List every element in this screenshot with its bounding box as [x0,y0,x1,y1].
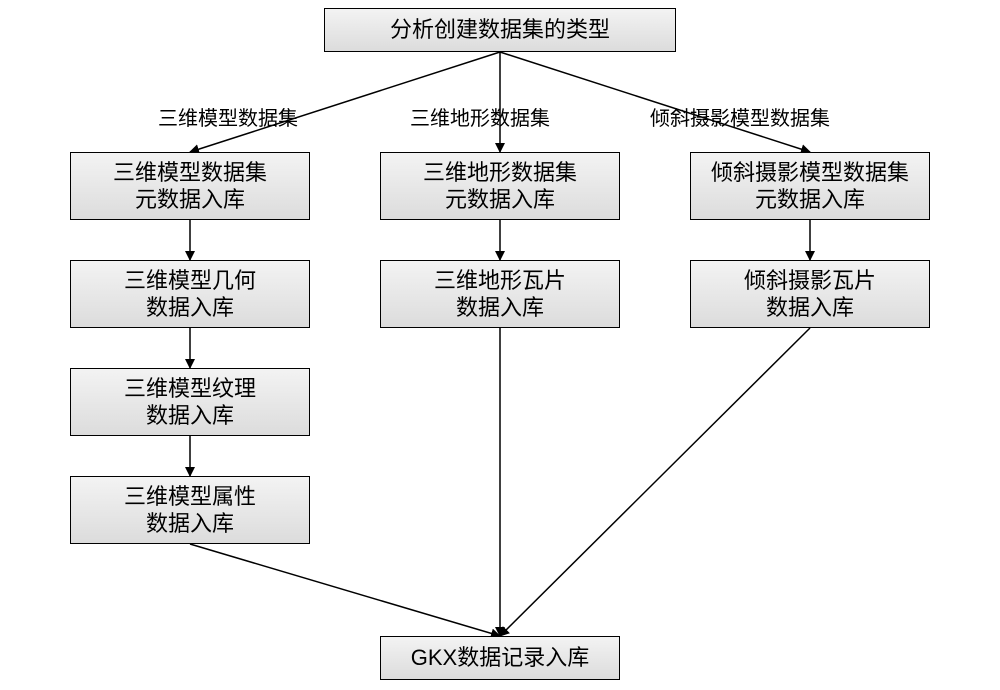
node-root: 分析创建数据集的类型 [324,8,676,52]
node-b1: 三维地形数据集 元数据入库 [380,152,620,220]
edge-label-c-text: 倾斜摄影模型数据集 [650,108,830,130]
node-a4-text: 三维模型属性 数据入库 [124,483,256,538]
node-a1-text: 三维模型数据集 元数据入库 [113,159,267,214]
node-c1: 倾斜摄影模型数据集 元数据入库 [690,152,930,220]
node-root-text: 分析创建数据集的类型 [390,16,610,44]
node-c2: 倾斜摄影瓦片 数据入库 [690,260,930,328]
node-b1-text: 三维地形数据集 元数据入库 [423,159,577,214]
node-a2: 三维模型几何 数据入库 [70,260,310,328]
node-c2-text: 倾斜摄影瓦片 数据入库 [744,267,876,322]
node-a2-text: 三维模型几何 数据入库 [124,267,256,322]
node-a3-text: 三维模型纹理 数据入库 [124,375,256,430]
edge-label-a-text: 三维模型数据集 [158,108,298,130]
edge-label-b: 三维地形数据集 [410,102,550,131]
edge-label-c: 倾斜摄影模型数据集 [650,102,830,131]
node-end-text: GKX数据记录入库 [411,644,589,672]
node-c1-text: 倾斜摄影模型数据集 元数据入库 [711,159,909,214]
node-end: GKX数据记录入库 [380,636,620,680]
node-b2-text: 三维地形瓦片 数据入库 [434,267,566,322]
edge-label-a: 三维模型数据集 [158,102,298,131]
node-a4: 三维模型属性 数据入库 [70,476,310,544]
node-a3: 三维模型纹理 数据入库 [70,368,310,436]
flowchart-canvas: 分析创建数据集的类型 三维模型数据集 元数据入库 三维地形数据集 元数据入库 倾… [0,0,1000,690]
node-b2: 三维地形瓦片 数据入库 [380,260,620,328]
node-a1: 三维模型数据集 元数据入库 [70,152,310,220]
edge-label-b-text: 三维地形数据集 [410,108,550,130]
